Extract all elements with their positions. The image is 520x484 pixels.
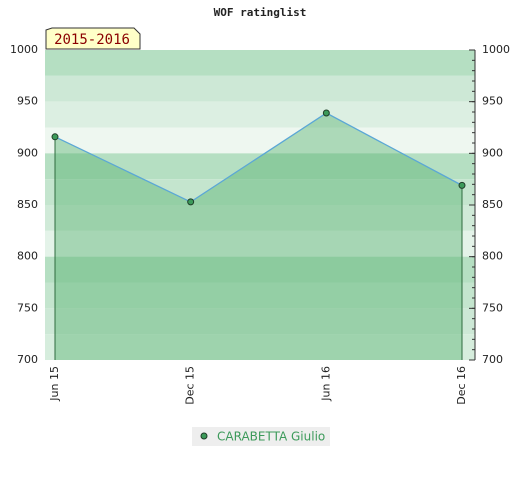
chart-title: WOF ratinglist bbox=[214, 6, 307, 19]
band bbox=[45, 75, 475, 102]
legend bbox=[192, 427, 330, 446]
line bbox=[54, 112, 463, 203]
band bbox=[45, 127, 475, 154]
band bbox=[45, 282, 475, 309]
y-tick-label: 700 bbox=[17, 353, 38, 366]
plot bbox=[51, 109, 466, 361]
y-tick-label: 900 bbox=[17, 146, 38, 159]
y-tick-label: 850 bbox=[17, 198, 38, 211]
area bbox=[55, 113, 462, 361]
annotation: 2015-2016 bbox=[54, 32, 130, 48]
y2-tick-label: 750 bbox=[482, 301, 503, 314]
band bbox=[45, 179, 475, 205]
band bbox=[45, 230, 475, 257]
y2-tick-label: 900 bbox=[482, 146, 503, 159]
band bbox=[45, 334, 475, 360]
band bbox=[45, 308, 475, 335]
x-tick-label: Dec 15 bbox=[184, 366, 197, 405]
y2-tick-label: 850 bbox=[482, 198, 503, 211]
y-tick-label: 750 bbox=[17, 301, 38, 314]
y2-tick-label: 700 bbox=[482, 353, 503, 366]
y-tick-label: 950 bbox=[17, 95, 38, 108]
legend-marker bbox=[200, 432, 208, 440]
y-tick-label: 1000 bbox=[10, 43, 38, 56]
point bbox=[187, 198, 195, 206]
legend-label: CARABETTA Giulio bbox=[217, 430, 325, 444]
x-tick-label: Jun 15 bbox=[48, 366, 61, 402]
band bbox=[45, 50, 475, 76]
y-tick-label: 800 bbox=[17, 250, 38, 263]
y2-tick-label: 950 bbox=[482, 95, 503, 108]
y2-tick-label: 800 bbox=[482, 250, 503, 263]
x-tick-label: Jun 16 bbox=[319, 366, 332, 402]
point bbox=[322, 109, 330, 117]
band bbox=[45, 256, 475, 283]
band bbox=[45, 101, 475, 128]
band bbox=[45, 205, 475, 231]
point bbox=[51, 133, 59, 141]
x-tick-label: Dec 16 bbox=[455, 366, 468, 405]
annotation-box bbox=[45, 27, 141, 50]
y2-tick-label: 1000 bbox=[482, 43, 510, 56]
point bbox=[458, 181, 466, 189]
